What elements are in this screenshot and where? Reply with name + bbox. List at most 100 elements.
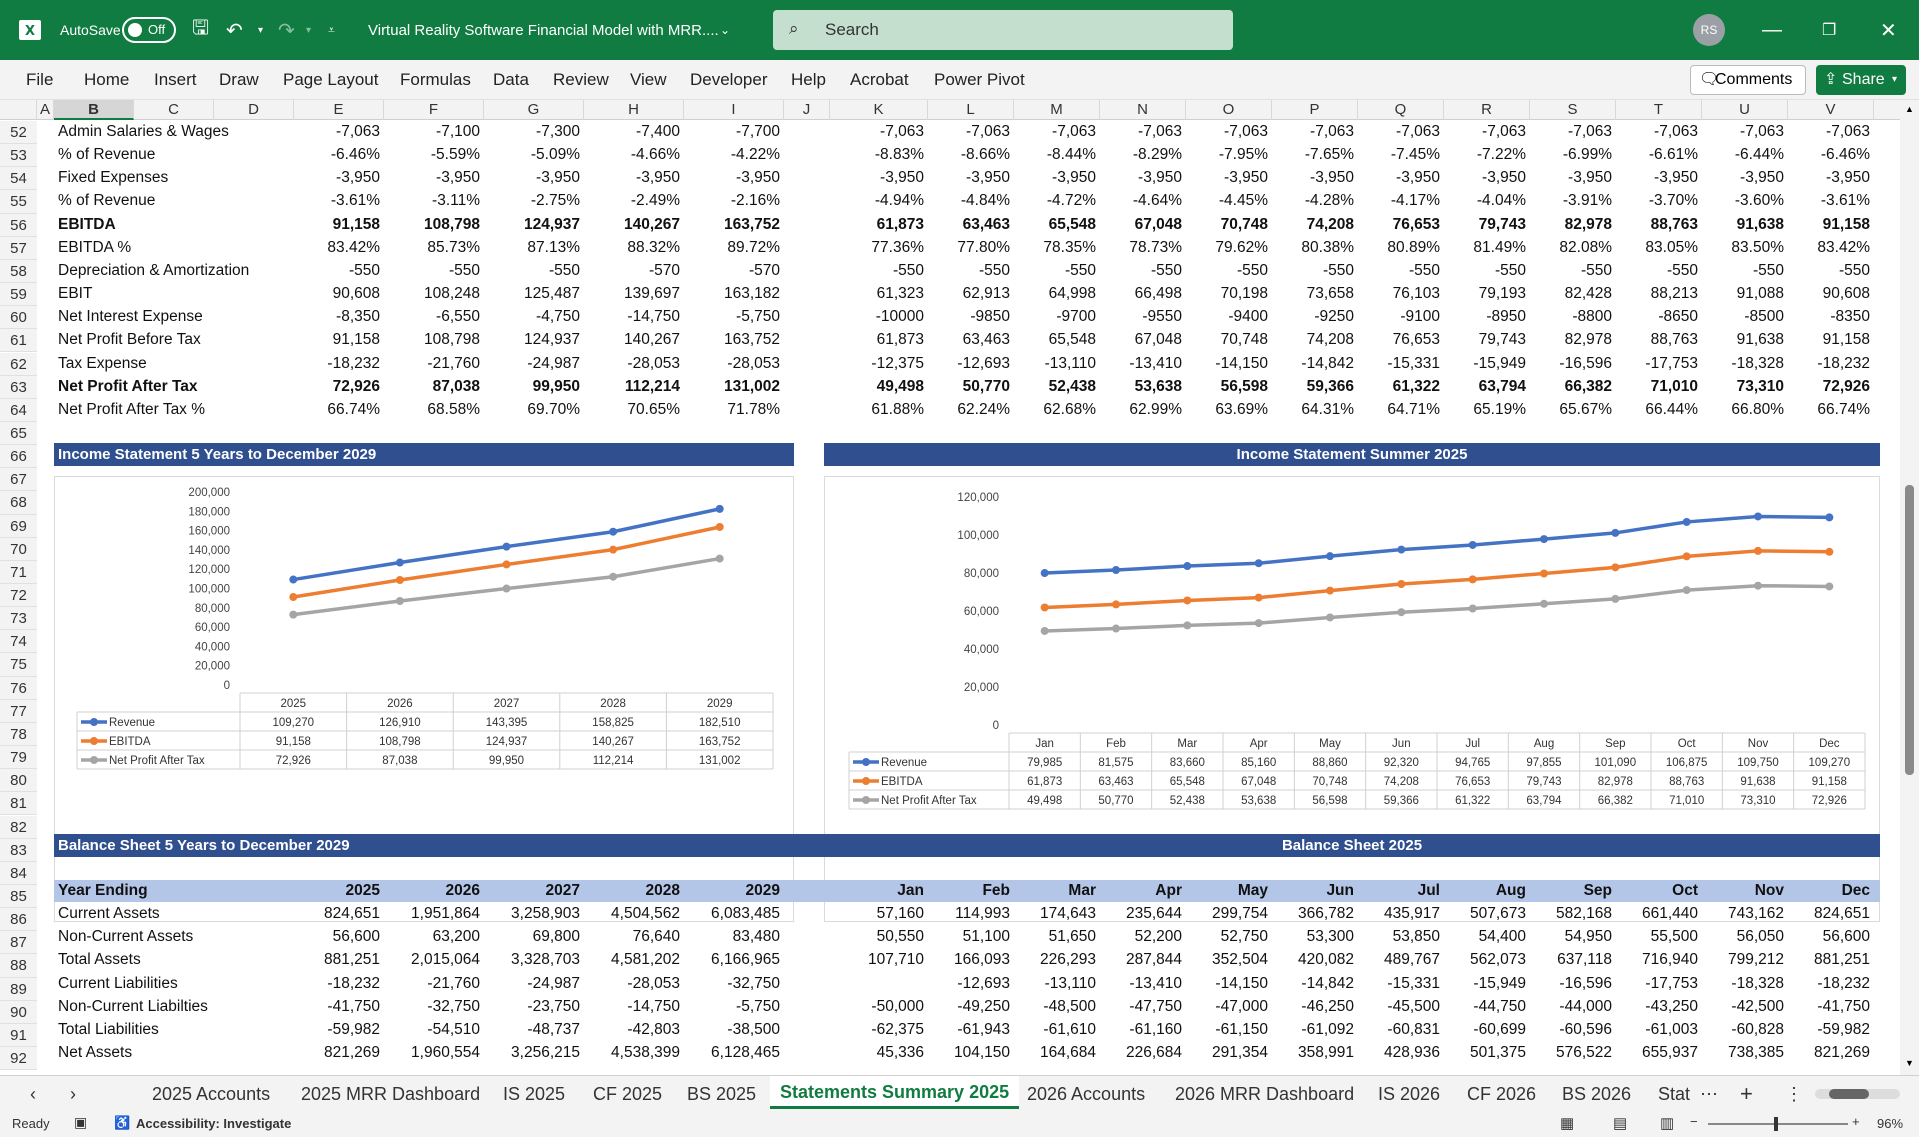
table-cell[interactable]: 61.88%	[871, 400, 924, 418]
data-point[interactable]	[1183, 621, 1192, 630]
bs-cell[interactable]: -48,500	[1043, 997, 1096, 1015]
table-cell[interactable]: -3,950	[436, 169, 480, 187]
table-cell[interactable]: 64,998	[1048, 285, 1096, 303]
bs-cell[interactable]: -14,842	[1301, 974, 1354, 992]
table-cell[interactable]: -18,232	[1817, 354, 1870, 372]
table-cell[interactable]: -6.99%	[1562, 146, 1612, 164]
table-cell[interactable]: -9400	[1228, 308, 1268, 326]
table-cell[interactable]: -16,596	[1559, 354, 1612, 372]
table-cell[interactable]: 66.44%	[1645, 400, 1698, 418]
bs-cell[interactable]: 637,118	[1557, 951, 1612, 969]
bs-cell[interactable]: -61,092	[1301, 1020, 1354, 1038]
bs-cell[interactable]: -62,375	[871, 1020, 924, 1038]
table-cell[interactable]: -3,950	[1310, 169, 1354, 187]
col-header-t[interactable]: T	[1616, 100, 1702, 120]
data-point[interactable]	[289, 610, 298, 619]
table-cell[interactable]: 70,198	[1220, 285, 1268, 303]
series-line[interactable]	[1044, 549, 1830, 610]
data-point[interactable]	[289, 575, 298, 584]
bs-row-label[interactable]: Non-Current Assets	[58, 928, 194, 946]
table-cell[interactable]: 66,382	[1564, 377, 1612, 395]
row-header[interactable]: 52	[0, 121, 37, 145]
table-cell[interactable]: -3,950	[1826, 169, 1870, 187]
table-cell[interactable]: 62,913	[962, 285, 1010, 303]
table-cell[interactable]: 63.69%	[1215, 400, 1268, 418]
table-cell[interactable]: 79,193	[1478, 285, 1526, 303]
table-cell[interactable]: 63,794	[1478, 377, 1526, 395]
row-header[interactable]: 84	[0, 861, 37, 885]
series-line[interactable]	[1044, 583, 1830, 633]
table-cell[interactable]: 79.62%	[1215, 238, 1268, 256]
table-cell[interactable]: -3,950	[1568, 169, 1612, 187]
table-cell[interactable]: -5.59%	[430, 146, 480, 164]
table-cell[interactable]: 73,310	[1736, 377, 1784, 395]
close-icon[interactable]: ✕	[1880, 19, 1897, 42]
series-line[interactable]	[1044, 514, 1830, 575]
table-cell[interactable]: -7,063	[1052, 123, 1096, 140]
bs-cell[interactable]: 6,128,465	[711, 1044, 780, 1062]
document-title[interactable]: Virtual Reality Software Financial Model…	[368, 21, 719, 39]
table-cell[interactable]: -550	[1494, 261, 1526, 279]
data-point[interactable]	[1611, 528, 1620, 537]
bs-cell[interactable]: 358,991	[1297, 1044, 1354, 1062]
table-cell[interactable]: 91,158	[1822, 215, 1870, 233]
bs-cell[interactable]: 881,251	[1813, 951, 1870, 969]
bs-cell[interactable]: 114,993	[955, 905, 1010, 923]
table-cell[interactable]: -550	[892, 261, 924, 279]
add-sheet-icon[interactable]: +	[1740, 1081, 1753, 1106]
table-cell[interactable]: 78.73%	[1129, 238, 1182, 256]
row-header[interactable]: 86	[0, 908, 37, 932]
row-header[interactable]: 87	[0, 931, 37, 955]
bs-cell[interactable]: -41,750	[327, 997, 380, 1015]
table-cell[interactable]: 62.68%	[1043, 400, 1096, 418]
row-header[interactable]: 67	[0, 468, 37, 492]
tab-stat[interactable]: Stat	[1658, 1084, 1691, 1104]
table-cell[interactable]: 73,658	[1306, 285, 1354, 303]
bs-row-label[interactable]: Total Assets	[58, 951, 141, 969]
row-header[interactable]: 88	[0, 954, 37, 978]
table-cell[interactable]: 72,926	[1822, 377, 1870, 395]
macro-record-icon[interactable]: ▣	[74, 1114, 88, 1130]
table-cell[interactable]: -550	[1666, 261, 1698, 279]
table-cell[interactable]: -550	[1752, 261, 1784, 279]
table-cell[interactable]: -4.04%	[1476, 192, 1526, 210]
row-header[interactable]: 76	[0, 676, 37, 700]
data-point[interactable]	[1540, 535, 1548, 544]
table-cell[interactable]: -550	[1580, 261, 1612, 279]
row-header[interactable]: 60	[0, 306, 37, 330]
bs-cell[interactable]: -15,949	[1473, 974, 1526, 992]
bs-cell[interactable]: -13,110	[1044, 974, 1096, 992]
bs-cell[interactable]: -23,750	[527, 997, 580, 1015]
table-cell[interactable]: 79,743	[1478, 331, 1526, 349]
table-cell[interactable]: 91,638	[1736, 215, 1784, 233]
tab-options-icon[interactable]: ⋮	[1785, 1084, 1803, 1104]
col-header-k[interactable]: K	[830, 100, 928, 120]
table-cell[interactable]: 61,873	[876, 215, 924, 233]
bs-cell[interactable]: 51,100	[962, 928, 1010, 946]
bs-cell[interactable]: 420,082	[1297, 951, 1354, 969]
bs-cell[interactable]: 6,166,965	[711, 951, 780, 969]
tab-statements-summary-2025[interactable]: Statements Summary 2025	[770, 1076, 1020, 1109]
table-cell[interactable]: 163,752	[723, 215, 780, 233]
row-header[interactable]: 73	[0, 607, 37, 631]
col-header-r[interactable]: R	[1444, 100, 1530, 120]
bs-cell[interactable]: 55,500	[1650, 928, 1698, 946]
row-header[interactable]: 83	[0, 838, 37, 862]
bs-row-label[interactable]: Non-Current Liabilties	[58, 997, 208, 1015]
row-label[interactable]: Net Profit After Tax	[58, 377, 198, 395]
table-cell[interactable]: 108,798	[423, 215, 480, 233]
menu-file[interactable]: File	[26, 70, 54, 89]
row-header[interactable]: 56	[0, 213, 37, 237]
table-cell[interactable]: 74,208	[1306, 331, 1354, 349]
bs-cell[interactable]: 366,782	[1297, 905, 1354, 923]
data-point[interactable]	[1611, 594, 1620, 603]
table-cell[interactable]: -6.61%	[1648, 146, 1698, 164]
table-cell[interactable]: -8,350	[336, 308, 380, 326]
col-header-m[interactable]: M	[1014, 100, 1100, 120]
bs-cell[interactable]: -24,987	[527, 974, 580, 992]
row-label[interactable]: EBITDA	[58, 215, 116, 233]
table-cell[interactable]: 163,752	[723, 331, 780, 349]
table-cell[interactable]: 80.89%	[1387, 238, 1440, 256]
bs-cell[interactable]: -61,150	[1215, 1020, 1268, 1038]
bs-cell[interactable]: 76,640	[632, 928, 680, 946]
